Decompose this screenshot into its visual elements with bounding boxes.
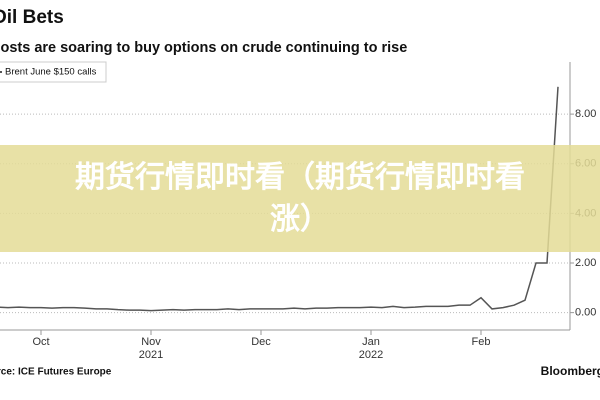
x-tick-label: Feb (472, 336, 491, 348)
x-tick-label: Nov (141, 336, 161, 348)
chart-subtitle: Costs are soaring to buy options on crud… (0, 40, 407, 56)
x-tick-label: Oct (32, 336, 49, 348)
legend-box (0, 61, 107, 83)
source: Source: ICE Futures Europe (0, 367, 112, 378)
y-tick-label: 0.00 (575, 307, 596, 319)
brand: Bloomberg (541, 364, 600, 378)
overlay-text: 期货行情即时看（期货行情即时看涨） (75, 159, 525, 237)
chart-title: Oil Bets (0, 7, 64, 28)
legend-label: Brent June $150 calls (5, 67, 97, 78)
y-tick-label: 8.00 (575, 108, 596, 120)
y-tick-label: 2.00 (575, 257, 596, 269)
overlay-banner: 期货行情即时看（期货行情即时看涨） (0, 145, 600, 252)
x-year-label: 2021 (139, 349, 163, 361)
x-year-label: 2022 (359, 349, 383, 361)
x-tick-label: Jan (362, 336, 380, 348)
line (0, 86, 559, 312)
x-tick-label: Dec (251, 336, 271, 348)
